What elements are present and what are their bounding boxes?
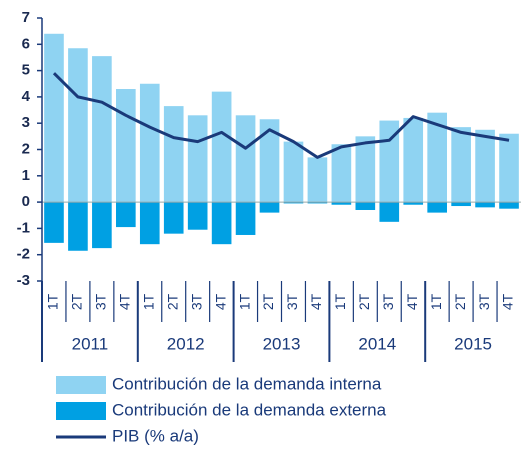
bar [283, 141, 304, 203]
x-tick-label: 2T [69, 293, 85, 310]
bar [475, 202, 495, 208]
bar [475, 129, 495, 203]
bar [68, 48, 88, 203]
bar [92, 56, 112, 203]
legend-label: PIB (% a/a) [112, 426, 199, 445]
y-tick-label: 7 [22, 9, 30, 26]
x-tick-label: 4T [500, 293, 516, 310]
bar [44, 202, 64, 243]
bar [235, 115, 256, 203]
x-tick-label: 1T [140, 293, 156, 310]
bar [116, 89, 136, 203]
y-tick-label: 2 [22, 140, 30, 157]
x-tick-label: 1T [332, 293, 348, 310]
x-tick-label: 4T [404, 293, 420, 310]
bar [307, 157, 328, 203]
x-tick-label: 1T [428, 293, 444, 310]
bar [451, 202, 471, 207]
bar [259, 119, 280, 203]
x-tick-label: 2T [164, 293, 180, 310]
bar [68, 202, 88, 251]
x-tick-label: 4T [212, 293, 228, 310]
bar [187, 202, 208, 230]
line [52, 72, 510, 159]
y-tick-label: 0 [22, 193, 30, 210]
y-tick-label: 5 [22, 62, 30, 79]
bar [403, 202, 424, 205]
bar [92, 202, 112, 249]
x-tick-label: 2T [356, 293, 372, 310]
legend-swatch [56, 402, 106, 420]
bar [307, 202, 328, 204]
y-tick-label: 1 [22, 167, 30, 184]
year-label: 2012 [167, 334, 205, 353]
x-tick-label: 1T [45, 293, 61, 310]
legend-label: Contribución de la demanda interna [112, 374, 382, 393]
bar [499, 133, 519, 203]
legend-swatch [56, 376, 106, 394]
year-label: 2011 [72, 334, 109, 353]
bar [331, 202, 352, 205]
y-tick-label: -3 [17, 272, 30, 289]
bar [116, 202, 136, 228]
year-label: 2013 [263, 334, 301, 353]
year-label: 2015 [454, 334, 492, 353]
bar [211, 202, 232, 245]
y-tick-label: -2 [17, 246, 30, 263]
x-tick-label: 4T [117, 293, 133, 310]
x-tick-label: 1T [236, 293, 252, 310]
x-tick-label: 3T [93, 293, 109, 310]
bar [211, 91, 232, 203]
x-tick-label: 3T [476, 293, 492, 310]
bar [403, 117, 424, 203]
bar [235, 202, 256, 235]
legend-label: Contribución de la demanda externa [112, 400, 387, 419]
bar [355, 136, 376, 203]
y-tick-label: -1 [17, 219, 30, 236]
y-tick-label: 6 [22, 35, 30, 52]
bar [44, 33, 64, 203]
x-tick-label: 2T [260, 293, 276, 310]
bar [163, 106, 184, 203]
bar [163, 202, 184, 234]
year-label: 2014 [358, 334, 396, 353]
bar [427, 112, 447, 203]
bar [355, 202, 376, 210]
x-tick-label: 3T [380, 293, 396, 310]
bar [379, 202, 400, 222]
bar [259, 202, 280, 213]
bar [139, 83, 160, 203]
bar [427, 202, 447, 213]
bar [451, 127, 471, 203]
x-tick-label: 3T [284, 293, 300, 310]
y-tick-label: 3 [22, 114, 30, 131]
bar [331, 144, 352, 203]
bar [499, 202, 519, 209]
x-tick-label: 2T [452, 293, 468, 310]
x-tick-label: 4T [308, 293, 324, 310]
bar [187, 115, 208, 203]
y-tick-label: 4 [22, 88, 31, 105]
x-tick-label: 3T [188, 293, 204, 310]
bar [139, 202, 160, 245]
bar [283, 202, 304, 204]
